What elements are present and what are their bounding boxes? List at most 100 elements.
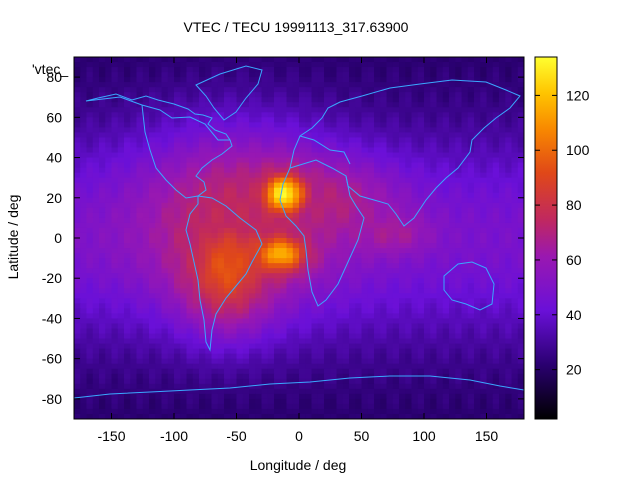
heatmap-cell — [180, 222, 188, 229]
heatmap-cell — [442, 333, 450, 340]
heatmap-cell — [255, 67, 263, 73]
heatmap-cell — [149, 67, 156, 73]
heatmap-cell — [267, 147, 275, 154]
heatmap-cell — [417, 373, 425, 380]
heatmap-cell — [149, 303, 156, 309]
heatmap-cell — [236, 328, 244, 335]
heatmap-cell — [274, 378, 281, 385]
heatmap-cell — [392, 238, 400, 244]
heatmap-cell — [255, 268, 263, 274]
heatmap-cell — [217, 127, 225, 134]
heatmap-cell — [461, 323, 469, 330]
heatmap-cell — [155, 293, 163, 299]
heatmap-cell — [342, 343, 350, 350]
heatmap-cell — [80, 343, 88, 350]
heatmap-cell — [380, 258, 388, 264]
heatmap-cell — [161, 192, 169, 199]
heatmap-cell — [342, 293, 350, 299]
heatmap-cell — [374, 147, 381, 154]
heatmap-cell — [342, 268, 350, 274]
heatmap-cell — [274, 202, 281, 209]
heatmap-cell — [130, 62, 138, 68]
heatmap-cell — [499, 207, 506, 214]
heatmap-cell — [224, 177, 231, 184]
heatmap-cell — [161, 217, 169, 224]
heatmap-cell — [230, 167, 238, 174]
heatmap-cell — [411, 358, 419, 365]
heatmap-cell — [467, 338, 475, 345]
heatmap-cell — [149, 358, 156, 365]
heatmap-cell — [436, 187, 444, 194]
heatmap-cell — [424, 122, 431, 128]
heatmap-cell — [92, 137, 100, 144]
heatmap-cell — [499, 378, 506, 385]
heatmap-cell — [380, 67, 388, 73]
heatmap-cell — [380, 122, 388, 128]
heatmap-cell — [249, 358, 256, 365]
heatmap-cell — [242, 217, 250, 224]
heatmap-cell — [155, 217, 163, 224]
heatmap-cell — [136, 227, 144, 234]
heatmap-cell — [249, 157, 256, 164]
heatmap-cell — [436, 273, 444, 279]
heatmap-cell — [374, 112, 381, 118]
heatmap-cell — [367, 202, 375, 209]
heatmap-cell — [449, 122, 456, 128]
heatmap-cell — [105, 77, 113, 83]
heatmap-cell — [286, 343, 294, 350]
heatmap-cell — [180, 338, 188, 345]
heatmap-cell — [436, 197, 444, 204]
heatmap-cell — [380, 358, 388, 365]
heatmap-cell — [405, 373, 413, 380]
heatmap-cell — [105, 92, 113, 98]
heatmap-cell — [449, 333, 456, 340]
heatmap-cell — [267, 227, 275, 234]
heatmap-cell — [467, 288, 475, 294]
heatmap-cell — [136, 177, 144, 184]
heatmap-cell — [211, 263, 219, 269]
heatmap-cell — [430, 227, 438, 234]
heatmap-cell — [111, 358, 119, 365]
heatmap-cell — [405, 273, 413, 279]
heatmap-cell — [505, 187, 513, 194]
heatmap-cell — [461, 122, 469, 128]
heatmap-cell — [186, 187, 194, 194]
heatmap-cell — [136, 258, 144, 264]
heatmap-cell — [236, 353, 244, 360]
heatmap-cell — [424, 222, 431, 229]
heatmap-cell — [149, 313, 156, 320]
heatmap-cell — [430, 348, 438, 355]
heatmap-cell — [330, 72, 338, 78]
heatmap-cell — [299, 363, 306, 370]
heatmap-cell — [361, 328, 369, 335]
heatmap-cell — [155, 398, 163, 405]
heatmap-cell — [367, 62, 375, 68]
heatmap-cell — [86, 172, 94, 179]
heatmap-cell — [317, 227, 325, 234]
heatmap-cell — [180, 383, 188, 390]
heatmap-cell — [161, 398, 169, 405]
heatmap-cell — [361, 338, 369, 345]
heatmap-cell — [80, 92, 88, 98]
heatmap-cell — [411, 77, 419, 83]
heatmap-cell — [474, 263, 481, 269]
heatmap-cell — [486, 57, 494, 63]
heatmap-cell — [455, 333, 463, 340]
heatmap-cell — [342, 283, 350, 289]
heatmap-cell — [480, 112, 488, 118]
heatmap-cell — [305, 182, 313, 189]
heatmap-cell — [492, 253, 500, 259]
heatmap-cell — [480, 217, 488, 224]
heatmap-cell — [380, 232, 388, 239]
heatmap-cell — [205, 303, 213, 309]
heatmap-cell — [336, 117, 344, 123]
heatmap-cell — [330, 162, 338, 169]
heatmap-cell — [174, 177, 181, 184]
heatmap-cell — [180, 323, 188, 330]
heatmap-cell — [380, 197, 388, 204]
heatmap-cell — [274, 92, 281, 98]
heatmap-cell — [130, 117, 138, 123]
heatmap-cell — [324, 363, 331, 370]
heatmap-cell — [261, 172, 269, 179]
heatmap-cell — [261, 152, 269, 159]
